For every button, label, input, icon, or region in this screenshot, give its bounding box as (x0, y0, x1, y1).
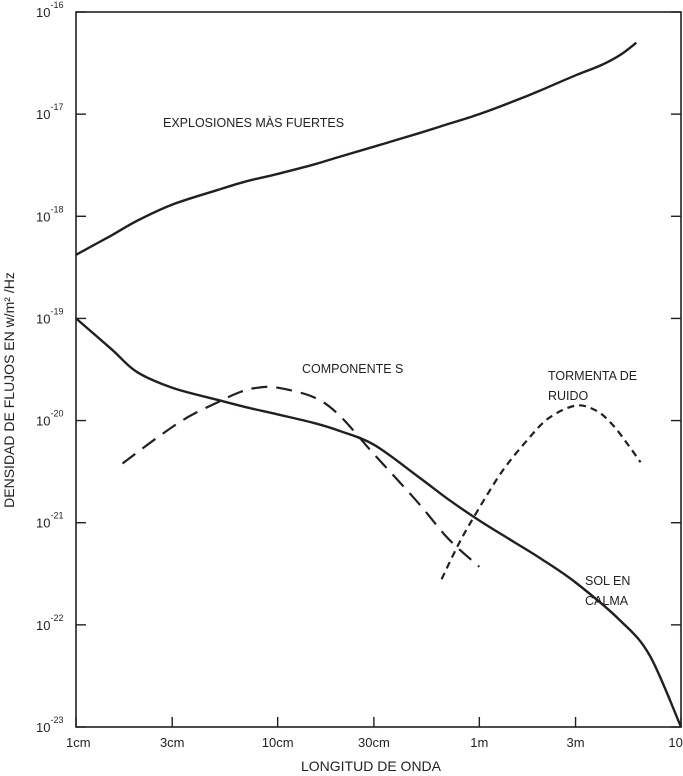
y-tick-exponent: -20 (50, 409, 63, 419)
y-tick-label: 10-16 (36, 0, 63, 20)
axis-ticks: 1cm3cm10cm30cm1m3m10m10-2310-2210-2110-2… (36, 0, 683, 750)
line-tormenta (440, 404, 642, 580)
label-explosiones: EXPLOSIONES MÀS FUERTES (163, 115, 344, 130)
x-tick-label: 3m (567, 735, 585, 750)
series-lines (75, 41, 683, 728)
y-tick-base: 10 (36, 618, 50, 633)
y-tick-base: 10 (36, 720, 50, 735)
x-tick-label: 1cm (66, 735, 91, 750)
y-tick-exponent: -23 (50, 715, 63, 725)
y-tick-base: 10 (36, 107, 50, 122)
y-tick-label: 10-20 (36, 409, 63, 429)
series-label-line: TORMENTA DE (548, 369, 637, 383)
y-tick-exponent: -21 (50, 511, 63, 521)
plot-frame (75, 11, 682, 728)
y-tick-label: 10-18 (36, 204, 63, 224)
x-axis-label: LONGITUD DE ONDA (301, 758, 442, 774)
line-sol-en-calma (75, 317, 683, 728)
y-tick-exponent: -19 (50, 306, 63, 316)
x-tick-label: 10cm (262, 735, 294, 750)
series-label-line: RUIDO (548, 389, 589, 403)
y-tick-exponent: -22 (50, 613, 63, 623)
x-tick-label: 30cm (358, 735, 390, 750)
y-tick-exponent: -18 (50, 204, 63, 214)
y-tick-base: 10 (36, 209, 50, 224)
x-tick-label: 3cm (160, 735, 185, 750)
chart-labels: EXPLOSIONES MÀS FUERTES SOL EN CALMA COMPON… (163, 115, 637, 608)
series-label-line: COMPONENTE S (302, 362, 403, 376)
label-componente-s: COMPONENTE S (302, 362, 403, 376)
series-label-line: CALMA (585, 594, 629, 608)
y-tick-exponent: -16 (50, 0, 63, 10)
y-tick-base: 10 (36, 516, 50, 531)
series-label-line: EXPLOSIONES MÀS FUERTES (163, 115, 344, 130)
y-tick-label: 10-21 (36, 511, 63, 531)
line-explosiones (75, 41, 638, 256)
x-tick-label: 10m (668, 735, 683, 750)
x-tick-label: 1m (470, 735, 488, 750)
y-tick-base: 10 (36, 414, 50, 429)
label-tormenta: TORMENTA DE RUIDO (548, 369, 637, 403)
series-label-line: SOL EN (585, 574, 630, 588)
y-tick-label: 10-22 (36, 613, 63, 633)
y-tick-label: 10-17 (36, 102, 63, 122)
line-componente-s (121, 385, 481, 568)
y-tick-base: 10 (36, 311, 50, 326)
y-tick-base: 10 (36, 5, 50, 20)
label-sol-en-calma: SOL EN CALMA (585, 574, 630, 608)
y-tick-label: 10-23 (36, 715, 63, 735)
y-tick-label: 10-19 (36, 306, 63, 326)
y-axis-label: DENSIDAD DE FLUJOS EN w/m² /Hz (1, 272, 17, 508)
y-tick-exponent: -17 (50, 102, 63, 112)
